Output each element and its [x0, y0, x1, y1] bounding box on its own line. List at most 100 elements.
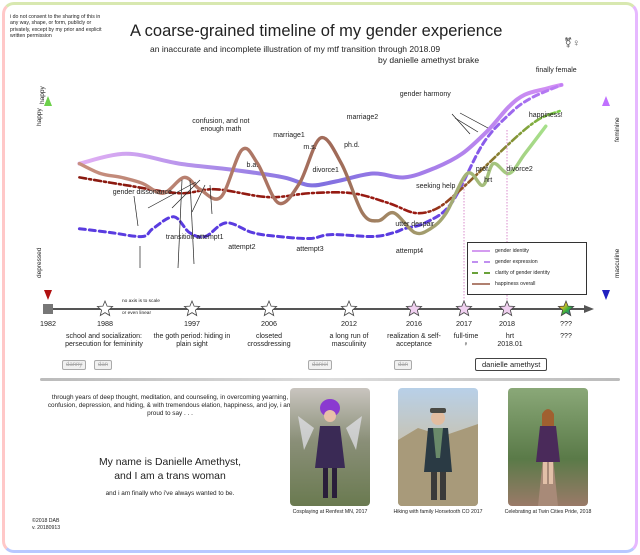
chart-annotation: seeking help — [416, 183, 456, 191]
version-text: v. 20180913 — [32, 524, 61, 531]
old-name-chip: danny — [62, 360, 87, 370]
old-name-chip: dan — [394, 360, 413, 370]
happiness-axis-arrow-up — [44, 96, 52, 106]
photo-cosplay — [290, 388, 370, 506]
chart-annotation: hrt — [484, 177, 493, 185]
statement-identity-line: and I am a trans woman — [114, 471, 226, 482]
page-subtitle: an inaccurate and incomplete illustratio… — [150, 44, 441, 54]
chart-annotation: ph.d. — [344, 141, 360, 149]
chart-annotation: marriage2 — [346, 114, 379, 122]
year-label: 2006 — [261, 319, 277, 328]
gender-axis-arrow-up — [602, 96, 610, 106]
timeline-chart — [43, 82, 610, 317]
timeline-start-marker — [43, 304, 53, 314]
timeline-star — [96, 299, 114, 317]
legend-item-gender-identity: gender identity — [472, 246, 529, 256]
timeline-star — [498, 299, 516, 317]
axis-note-1: no axis is to scale — [122, 299, 160, 304]
chart-annotation: transition attempt1 — [165, 234, 224, 242]
legend-label: clarity of gender identity — [495, 270, 550, 276]
legend-item-happiness: happiness overall — [472, 279, 535, 289]
year-label: ??? — [560, 319, 572, 328]
photo-caption-hiking: Hiking with family Horsetooth CO 2017 — [393, 509, 483, 515]
timeline-star — [405, 299, 423, 317]
divider — [40, 378, 620, 381]
series-happiness — [77, 124, 548, 236]
year-label: 2016 — [406, 319, 422, 328]
series-gender-identity — [77, 82, 564, 188]
gender-axis-arrow-down — [602, 290, 610, 300]
period-label: closeted crossdressing — [247, 333, 291, 349]
chart-annotation: m.s. — [303, 143, 317, 151]
photo-caption-pride: Celebrating at Twin Cities Pride, 2018 — [504, 509, 592, 515]
chart-annotation: attempt2 — [228, 244, 256, 252]
timeline-star — [455, 299, 473, 317]
legend-label: gender expression — [495, 259, 538, 265]
chart-annotation: confusion, and not enough math — [192, 118, 250, 134]
copyright-text: ©2018 DAB — [32, 518, 60, 524]
photo-pride — [508, 388, 588, 506]
timeline-star — [260, 299, 278, 317]
happiness-axis-top: happy — [39, 86, 46, 104]
legend-swatch — [472, 282, 490, 285]
legend-label: gender identity — [495, 248, 530, 254]
year-label: 1982 — [40, 319, 56, 328]
photo-caption-cosplay: Cosplaying at Renfest MN, 2017 — [292, 509, 368, 515]
chart-annotation: finally female — [535, 67, 577, 74]
copyright: ©2018 DAB v. 20180913 — [32, 518, 60, 531]
period-label: the goth period: hiding in plain sight — [153, 333, 231, 349]
period-label: realization & self-acceptance — [387, 333, 441, 349]
axis-note-2: or even linear — [122, 311, 152, 316]
legend: gender identity gender expression clarit… — [467, 242, 587, 295]
statement-name-line: My name is Danielle Amethyst, — [98, 457, 242, 468]
year-label: 1997 — [184, 319, 200, 328]
gender-symbols: ⚧♀ — [564, 38, 580, 49]
period-label: full-time ♀ — [453, 333, 479, 349]
timeline-star — [183, 299, 201, 317]
chart-annotation: prof. — [475, 165, 490, 173]
period-label: ??? — [560, 333, 572, 340]
chart-annotation: attempt3 — [296, 246, 324, 254]
photo-hiking — [398, 388, 478, 506]
gender-axis-top-label: feminine — [614, 117, 621, 142]
gender-axis-bottom-label: masculine — [614, 248, 621, 278]
period-label: hrt 2018.01 — [497, 333, 523, 349]
happiness-axis-top-label: happy — [36, 108, 43, 126]
chart-annotation: gender harmony — [399, 90, 451, 98]
chart-annotation: marriage1 — [273, 132, 305, 139]
chart-annotation: divorce1 — [312, 167, 339, 175]
happiness-axis-bottom-label: depressed — [36, 247, 43, 278]
legend-swatch — [472, 271, 490, 274]
old-name-chip: dan — [94, 360, 113, 370]
year-label: 1988 — [97, 319, 113, 328]
chart-annotation: b.a. — [246, 161, 259, 169]
legend-swatch — [472, 260, 490, 263]
chart-annotation: happiness! — [528, 112, 563, 120]
timeline-star — [557, 299, 575, 317]
old-name-chip: daniel — [308, 360, 333, 370]
chart-annotation: attempt4 — [395, 248, 424, 256]
statement: through years of deep thought, meditatio… — [45, 390, 295, 520]
timeline-stars — [96, 299, 575, 317]
statement-intro: through years of deep thought, meditatio… — [47, 394, 293, 417]
series-gender-expression — [77, 83, 563, 241]
happiness-axis-arrow-down — [44, 290, 52, 300]
year-label: 2012 — [341, 319, 357, 328]
period-label: a long run of masculinity — [329, 333, 369, 349]
chart-annotation: gender dissonance — [112, 189, 172, 197]
timeline-star — [340, 299, 358, 317]
year-label: 2018 — [499, 319, 515, 328]
statement-outro: and i am finally who i've always wanted … — [105, 490, 235, 497]
legend-item-clarity: clarity of gender identity — [472, 268, 550, 278]
series-layer — [77, 82, 564, 241]
page-title: A coarse-grained timeline of my gender e… — [130, 22, 503, 40]
period-label: school and socialization: persecution fo… — [65, 333, 143, 349]
annotation-arrows — [133, 112, 489, 269]
legend-swatch — [472, 249, 490, 252]
chart-annotation: utter despair — [395, 220, 435, 228]
timeline-axis-arrow — [584, 305, 594, 313]
legend-item-gender-expression: gender expression — [472, 257, 538, 267]
series-clarity — [78, 109, 563, 215]
legend-label: happiness overall — [495, 281, 536, 287]
